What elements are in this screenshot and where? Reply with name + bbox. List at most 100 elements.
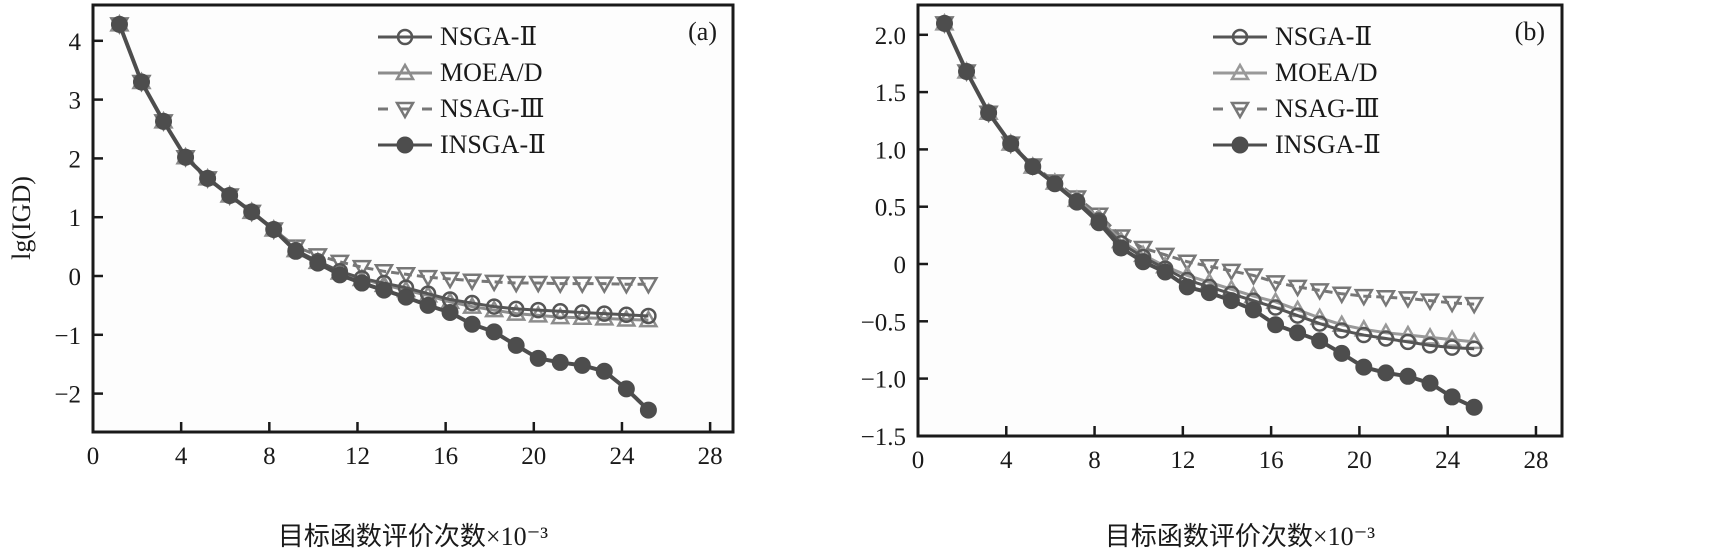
y-tick-label: 1.5 [875,80,906,107]
legend-item: MOEA/D [1213,58,1378,87]
series-insga- [935,14,1483,416]
legend-marker [1229,62,1251,81]
x-tick-label: 20 [1347,447,1372,474]
data-point [1443,388,1461,406]
data-point [287,242,305,260]
data-point [1046,175,1064,193]
data-point [463,315,481,333]
legend-item: INSGA-Ⅱ [1213,130,1381,159]
legend-label: MOEA/D [1275,58,1378,87]
data-point [958,62,976,80]
data-point [1311,315,1328,332]
legend-marker [1231,136,1249,154]
data-point [639,401,657,419]
data-point [353,274,371,292]
data-point [1353,288,1374,307]
data-point [1465,340,1483,358]
x-tick-label: 28 [1523,447,1548,474]
data-point [483,274,505,293]
data-point [1177,254,1198,273]
data-point [1355,358,1373,376]
data-point [1311,332,1329,350]
legend: NSGA-Ⅱ MOEA/D NSAG-Ⅲ INSGA-Ⅱ [378,22,546,159]
data-point [1222,292,1240,310]
x-axis-title: 目标函数评价次数×10⁻³ [1105,522,1375,551]
legend-label: NSGA-Ⅱ [440,22,537,51]
data-point [528,275,549,294]
data-point [132,73,150,91]
data-point [419,296,437,314]
data-point [1333,322,1350,339]
x-tick-label: 4 [175,443,188,470]
data-point [417,269,439,288]
series-group [109,13,659,419]
data-point [507,300,525,318]
data-point [375,281,393,299]
x-axis-title: 目标函数评价次数×10⁻³ [278,522,548,551]
data-point [1419,293,1441,312]
data-point [461,273,483,292]
data-point [616,308,637,327]
data-point [331,266,349,284]
data-point [506,275,527,294]
legend-marker [1231,28,1249,46]
y-tick-label: 2.0 [875,23,906,50]
panel-label: (b) [1515,17,1545,46]
data-point [1441,295,1463,314]
data-point [1421,337,1439,354]
plot-frame [91,3,735,434]
y-tick-label: 0 [69,264,82,291]
data-point [529,301,547,319]
data-point [573,356,591,374]
data-point [1355,326,1373,344]
data-point [1309,283,1330,301]
x-tick-label: 0 [87,443,100,470]
series-insga- [110,15,657,419]
legend-label: NSGA-Ⅱ [1275,22,1372,51]
data-point [935,14,953,32]
data-point [594,276,615,295]
legend-item: NSGA-Ⅱ [1213,22,1372,51]
data-point [1399,333,1417,351]
data-point [485,298,503,315]
data-point [1267,316,1285,334]
panel-b: 0 4 8 12 16 20 24 28 2.0 1.5 1.0 0.5 0 −0.5 −1.0 −1.5 N… [861,3,1564,551]
data-point [638,309,659,328]
data-point [617,380,635,398]
data-point [574,304,591,321]
y-tick-label: 0.5 [875,195,906,222]
data-point [461,296,483,314]
data-point [397,288,415,306]
x-tick-label: 12 [345,443,370,470]
legend-item: NSAG-Ⅲ [1213,94,1380,123]
y-tick-label: −1.0 [861,367,906,394]
axis-ticks: 0 4 8 12 16 20 24 28 2.0 1.5 1.0 0.5 0 −0.5 −1.0 −1.5 [861,23,1549,474]
data-point [439,271,461,290]
data-point [1419,326,1441,345]
x-tick-label: 28 [698,443,723,470]
legend-label: MOEA/D [440,58,543,87]
data-point [529,349,547,367]
data-point [551,303,569,320]
data-point [1244,301,1262,319]
data-point [1156,263,1174,281]
data-point [265,221,283,239]
legend-label: NSAG-Ⅲ [1275,94,1380,123]
data-point [1200,284,1218,302]
data-point [638,276,659,295]
data-point [1024,158,1042,176]
legend: NSGA-Ⅱ MOEA/D NSAG-Ⅲ INSGA-Ⅱ [1213,22,1381,159]
plot-frame [916,3,1564,438]
data-point [1265,275,1286,293]
legend-item: NSAG-Ⅲ [378,94,545,123]
data-point [1243,268,1264,286]
y-tick-label: −1 [54,323,81,350]
data-point [1377,364,1395,382]
data-point [1002,135,1020,153]
data-point [1421,374,1439,392]
data-point [221,186,239,204]
data-point [1112,239,1130,257]
panel-label: (a) [688,17,717,46]
data-point [483,299,505,318]
axis-ticks: 0 4 8 12 16 20 24 28 4 3 2 1 0 −1 −2 [54,29,722,470]
